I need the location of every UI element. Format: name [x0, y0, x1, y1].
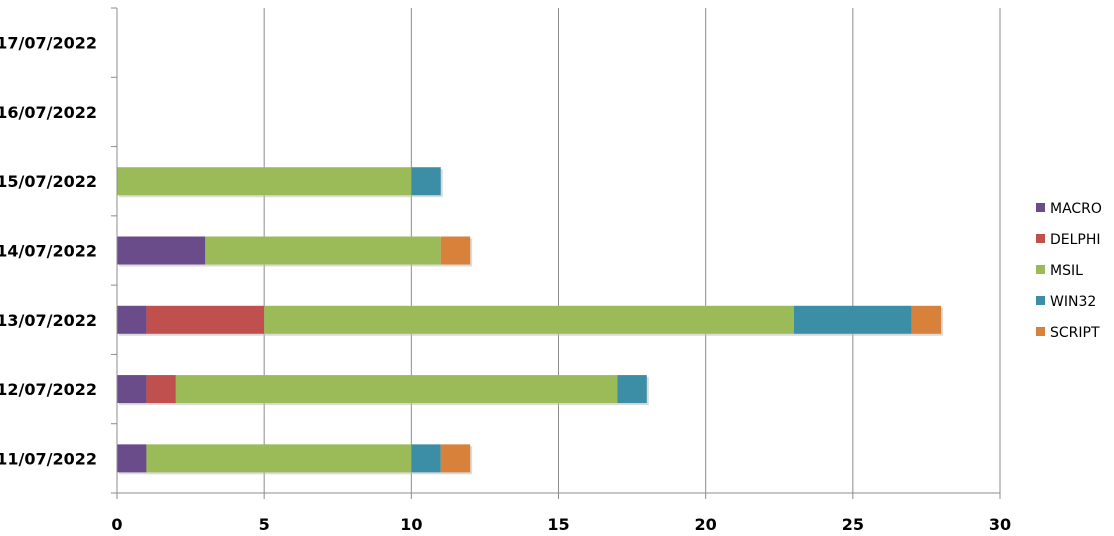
category-label: 12/07/2022 — [0, 380, 97, 399]
bar-segment-macro — [117, 236, 206, 265]
bar-segment-msil — [205, 236, 441, 265]
legend-label: DELPHI — [1050, 232, 1101, 248]
bar-segment-msil — [117, 167, 412, 196]
legend-swatch-script — [1036, 327, 1045, 336]
x-tick-label: 0 — [111, 515, 122, 534]
legend-swatch-delphi — [1036, 234, 1045, 243]
bar-segment-msil — [175, 375, 618, 404]
legend-label: MACRO — [1050, 201, 1102, 217]
category-label: 15/07/2022 — [0, 172, 97, 191]
x-tick-label: 20 — [695, 515, 717, 534]
x-tick-label: 25 — [842, 515, 864, 534]
bar-segment-win32 — [793, 305, 912, 334]
bar-segment-delphi — [146, 375, 176, 404]
grid-lines — [263, 8, 1001, 493]
x-tick-label: 10 — [400, 515, 422, 534]
bar-segment-macro — [117, 305, 147, 334]
category-label: 17/07/2022 — [0, 34, 97, 53]
bar-segment-win32 — [411, 444, 441, 473]
bar-segment-delphi — [146, 305, 265, 334]
bar-segment-script — [440, 236, 471, 265]
bars-layer — [117, 167, 944, 475]
bar-segment-macro — [117, 375, 147, 404]
legend-swatch-msil — [1036, 265, 1045, 274]
category-label: 16/07/2022 — [0, 103, 97, 122]
bar-segment-msil — [146, 444, 412, 473]
bar-segment-script — [440, 444, 471, 473]
legend: MACRO DELPHI MSIL WIN32 SCRIPT — [1036, 201, 1102, 341]
bar-segment-script — [911, 305, 942, 334]
legend-swatch-win32 — [1036, 296, 1045, 305]
category-label: 11/07/2022 — [0, 449, 97, 468]
x-tick-label: 30 — [989, 515, 1011, 534]
category-label: 13/07/2022 — [0, 311, 97, 330]
axes — [111, 7, 1001, 499]
x-tick-label: 15 — [547, 515, 569, 534]
legend-swatch-macro — [1036, 203, 1045, 212]
legend-label: MSIL — [1050, 263, 1083, 279]
legend-label: WIN32 — [1050, 294, 1096, 310]
category-labels: 11/07/2022 12/07/2022 13/07/2022 14/07/2022… — [0, 34, 97, 469]
x-tick-labels: 0 5 10 15 20 25 30 — [111, 515, 1011, 534]
bar-segment-macro — [117, 444, 147, 473]
legend-label: SCRIPT — [1050, 325, 1100, 341]
x-tick-label: 5 — [259, 515, 270, 534]
bar-segment-msil — [264, 305, 794, 334]
bar-segment-win32 — [617, 375, 647, 404]
bar-segment-win32 — [411, 167, 441, 196]
category-label: 14/07/2022 — [0, 242, 97, 261]
